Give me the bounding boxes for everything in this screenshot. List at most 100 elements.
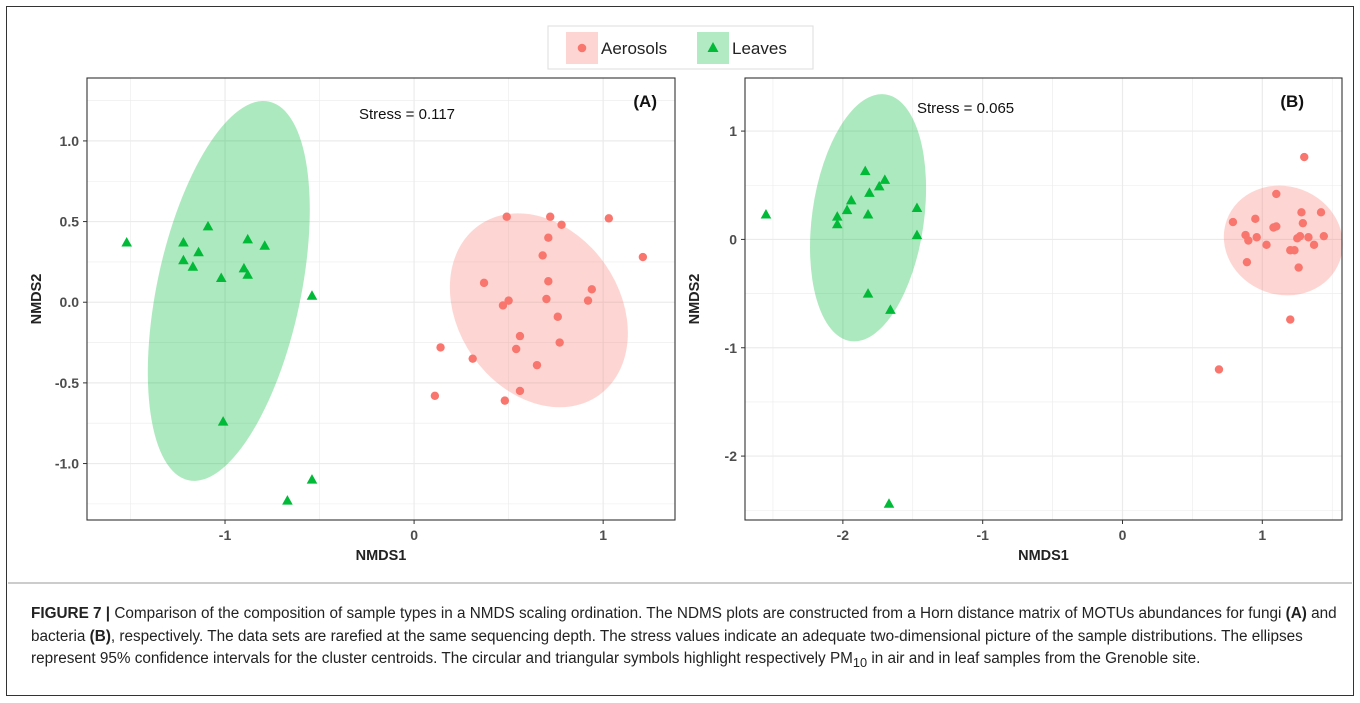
data-point-aerosols <box>1244 236 1253 245</box>
data-point-aerosols <box>1242 257 1252 267</box>
stress-annotation: Stress = 0.117 <box>359 106 455 123</box>
x-axis-label: NMDS1 <box>1018 548 1069 564</box>
data-point-aerosols <box>1251 214 1260 224</box>
caption-label: FIGURE 7 | <box>31 605 111 622</box>
data-point-aerosols <box>1272 189 1281 199</box>
data-point-leaves <box>911 229 923 240</box>
data-point-aerosols <box>1290 246 1299 255</box>
x-tick-label: 0 <box>1119 527 1127 543</box>
data-point-aerosols <box>557 220 566 229</box>
data-point-aerosols <box>468 354 477 363</box>
data-point-leaves <box>883 498 895 508</box>
x-tick-label: 1 <box>599 527 607 543</box>
data-point-leaves <box>841 204 853 215</box>
data-point-aerosols <box>498 301 508 310</box>
data-point-leaves <box>202 220 214 231</box>
caption-pm-subscript: 10 <box>852 655 868 671</box>
data-point-aerosols <box>604 214 614 223</box>
data-point-leaves <box>859 165 871 176</box>
data-point-leaves <box>282 495 293 505</box>
data-point-aerosols <box>1297 208 1306 217</box>
data-point-aerosols <box>504 296 513 305</box>
y-tick-label: -1 <box>725 340 738 356</box>
data-point-aerosols <box>538 251 547 260</box>
data-point-leaves <box>831 218 843 229</box>
caption-text-2: , respectively. The data sets are rarefi… <box>31 627 1303 668</box>
data-point-aerosols <box>430 391 440 400</box>
stress-annotation: Stress = 0.065 <box>917 100 1014 117</box>
data-point-leaves <box>178 237 189 247</box>
panel-b: -2 -1 0 1 -2 -1 0 1 NMDS1 NMDS2 Stress = 0.065 (B) <box>687 77 1343 564</box>
y-tick-label: -2 <box>725 448 738 464</box>
data-point-aerosols <box>553 312 562 321</box>
data-point-leaves <box>178 254 189 265</box>
panel-a: -1 0 1 -1.0 -0.5 0.0 0.5 1.0 NMDS1 NMDS2 Stress = … <box>29 77 676 564</box>
confidence-ellipse-aerosols <box>449 213 628 408</box>
caption-ref-b: (B) <box>89 627 111 645</box>
y-tick-label: 1 <box>729 123 737 139</box>
plot-area-a <box>87 78 675 520</box>
data-point-aerosols <box>1319 231 1329 241</box>
panel-label: (A) <box>633 92 657 111</box>
data-point-aerosols <box>1269 223 1278 232</box>
data-point-aerosols <box>544 233 553 242</box>
plot-area-b <box>745 78 1342 520</box>
data-point-leaves <box>121 237 133 247</box>
caption-text-3: in air and in leaf samples from the Gren… <box>867 650 1201 667</box>
panel-label: (B) <box>1280 92 1304 111</box>
data-point-aerosols <box>1316 208 1326 217</box>
confidence-ellipse-aerosols <box>1223 185 1343 296</box>
data-point-leaves <box>306 474 318 484</box>
data-point-aerosols <box>1309 240 1319 250</box>
figure-frame: Aerosols Leaves -1 0 1 -1.0 -0.5 0.0 0.5 1.0 NMD… <box>6 6 1354 696</box>
figure-caption: FIGURE 7 | Comparison of the composition… <box>31 603 1343 675</box>
data-point-leaves <box>193 246 204 257</box>
data-point-leaves <box>187 261 199 271</box>
data-point-aerosols <box>1262 240 1271 250</box>
data-point-leaves <box>242 269 254 279</box>
y-tick-label: 0.0 <box>60 294 80 310</box>
y-tick-label: 0.5 <box>60 214 80 230</box>
x-tick-label: 1 <box>1258 527 1266 543</box>
data-point-aerosols <box>1298 218 1308 228</box>
data-point-leaves <box>238 262 250 273</box>
data-point-leaves <box>911 202 923 212</box>
y-tick-label: 1.0 <box>60 133 80 149</box>
caption-text: Comparison of the composition of sample … <box>110 605 1286 622</box>
data-point-aerosols <box>502 212 511 221</box>
data-point-aerosols <box>638 252 648 262</box>
data-point-leaves <box>306 290 318 300</box>
plot-border-a <box>86 77 676 521</box>
legend-marker-aerosols <box>577 43 587 53</box>
legend-label-aerosols: Aerosols <box>601 39 667 58</box>
data-point-leaves <box>845 194 857 205</box>
data-point-aerosols <box>587 285 597 294</box>
data-point-aerosols <box>1286 315 1295 324</box>
data-point-leaves <box>862 209 874 219</box>
data-point-leaves <box>242 233 254 244</box>
data-point-aerosols <box>546 212 555 221</box>
caption-ref-a: (A) <box>1285 605 1307 622</box>
x-tick-label: -1 <box>976 527 989 543</box>
data-point-aerosols <box>1214 365 1224 374</box>
data-point-aerosols <box>544 277 553 286</box>
data-point-leaves <box>215 272 227 283</box>
data-point-leaves <box>879 174 891 184</box>
data-point-leaves <box>864 187 875 197</box>
data-point-leaves <box>259 240 271 250</box>
data-point-aerosols <box>1300 152 1309 162</box>
confidence-ellipse-leaves <box>147 100 310 481</box>
data-point-leaves <box>885 304 896 314</box>
plot-border-b <box>744 77 1343 521</box>
data-point-aerosols <box>479 278 489 288</box>
x-tick-label: -1 <box>219 527 232 543</box>
data-point-leaves <box>862 288 874 298</box>
y-tick-label: 0 <box>729 231 737 247</box>
legend: Aerosols Leaves <box>547 25 814 70</box>
x-axis-label: NMDS1 <box>356 548 407 564</box>
y-tick-label: -1.0 <box>55 456 79 472</box>
data-point-aerosols <box>555 338 564 347</box>
data-point-aerosols <box>542 294 551 304</box>
data-point-aerosols <box>511 344 521 354</box>
x-tick-label: 0 <box>410 527 418 543</box>
